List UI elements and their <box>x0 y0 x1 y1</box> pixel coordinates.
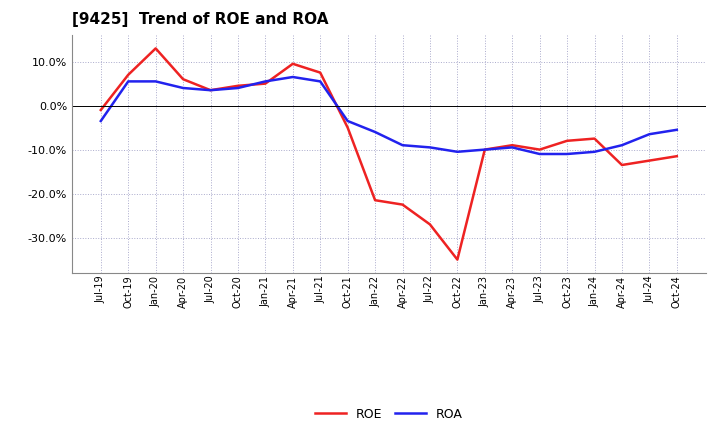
ROA <box>536 151 544 157</box>
ROA <box>96 118 105 124</box>
ROA <box>261 79 270 84</box>
ROE <box>371 198 379 203</box>
ROA <box>343 118 352 124</box>
ROE <box>151 46 160 51</box>
ROA <box>453 149 462 154</box>
ROE <box>672 154 681 159</box>
ROE <box>179 77 187 82</box>
ROA <box>563 151 572 157</box>
ROE <box>316 70 325 75</box>
ROE <box>343 125 352 130</box>
ROE <box>618 162 626 168</box>
ROA <box>426 145 434 150</box>
ROA <box>206 88 215 93</box>
ROA <box>508 145 516 150</box>
ROA <box>179 85 187 91</box>
ROE <box>398 202 407 207</box>
ROE <box>508 143 516 148</box>
ROA <box>289 74 297 80</box>
ROA <box>672 127 681 132</box>
ROE <box>645 158 654 163</box>
ROE <box>426 222 434 227</box>
ROE <box>96 107 105 113</box>
ROA <box>618 143 626 148</box>
ROE <box>453 257 462 262</box>
Legend: ROE, ROA: ROE, ROA <box>310 403 468 425</box>
ROA <box>151 79 160 84</box>
ROA <box>645 132 654 137</box>
ROE <box>261 81 270 86</box>
Text: [9425]  Trend of ROE and ROA: [9425] Trend of ROE and ROA <box>72 12 328 27</box>
ROE <box>590 136 599 141</box>
ROE <box>536 147 544 152</box>
ROE <box>124 72 132 77</box>
ROE <box>563 138 572 143</box>
ROA <box>371 129 379 135</box>
ROE <box>480 147 489 152</box>
ROA <box>398 143 407 148</box>
ROA <box>233 85 242 91</box>
Line: ROE: ROE <box>101 48 677 260</box>
ROA <box>316 79 325 84</box>
ROE <box>233 83 242 88</box>
Line: ROA: ROA <box>101 77 677 154</box>
ROA <box>124 79 132 84</box>
ROA <box>480 147 489 152</box>
ROA <box>590 149 599 154</box>
ROE <box>289 61 297 66</box>
ROE <box>206 88 215 93</box>
